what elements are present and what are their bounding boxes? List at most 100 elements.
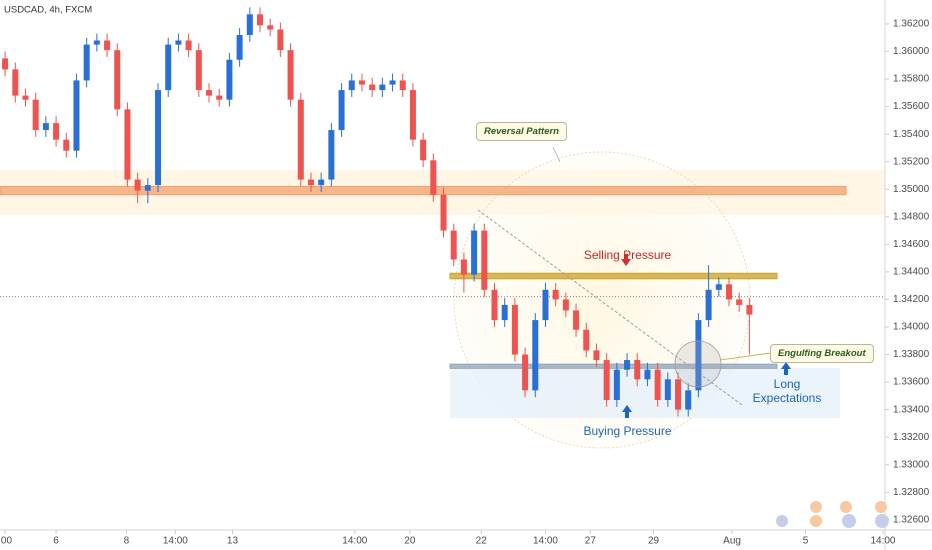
candle-body [501, 304, 508, 321]
candle-body [338, 90, 345, 131]
candle-body [155, 90, 162, 186]
candle-body [705, 289, 712, 321]
candle-body [267, 25, 274, 30]
event-icon [776, 515, 788, 527]
candle-body [573, 310, 580, 330]
candle-body [685, 390, 692, 410]
candle-body [216, 95, 223, 100]
candle-body [358, 80, 365, 85]
breakout-pointer [719, 351, 779, 361]
y-tick-label: 1.36200 [893, 19, 930, 30]
candle-body [399, 80, 406, 91]
annotation-text: Buying Pressure [583, 424, 672, 438]
candle-body [63, 139, 70, 151]
level-zone [449, 272, 778, 280]
x-tick-label: 8 [124, 536, 130, 547]
candle-body [481, 230, 488, 290]
candle-body [134, 179, 141, 191]
candle-body [726, 284, 733, 300]
breakout-circle [674, 340, 722, 388]
annotation-text: Selling Pressure [583, 248, 672, 262]
y-tick-label: 1.32600 [893, 514, 930, 525]
candle-body [664, 379, 671, 400]
candle-body [246, 14, 253, 35]
candle-body [328, 130, 335, 180]
candle-body [593, 350, 600, 361]
candle-body [675, 379, 682, 410]
event-icons [776, 501, 889, 528]
candle-body [369, 84, 376, 91]
level-zone [449, 363, 778, 369]
y-tick-label: 1.34800 [893, 211, 930, 222]
x-tick-label: 14:00 [870, 536, 895, 547]
long-arrow [781, 362, 791, 375]
y-tick-label: 1.34200 [893, 294, 930, 305]
annotation-box: Engulfing Breakout [770, 344, 874, 363]
y-tick-label: 1.36000 [893, 46, 930, 57]
candle-body [236, 34, 243, 60]
x-tick-label: 20 [404, 536, 416, 547]
candle-body [297, 99, 304, 180]
annotation-box: Reversal Pattern [476, 122, 567, 141]
candle-body [318, 179, 325, 186]
candle-body [695, 320, 702, 391]
candle-body [430, 160, 437, 195]
x-tick-label: 29 [648, 536, 660, 547]
x-tick-label: :00 [0, 536, 12, 547]
level-zone [0, 185, 847, 196]
x-tick-label: 14:00 [163, 536, 188, 547]
x-tick-label: 6 [53, 536, 59, 547]
candle-body [348, 80, 355, 91]
candle-body [420, 139, 427, 161]
candle-body [124, 109, 131, 180]
candle-body [471, 230, 478, 275]
candle-body [450, 230, 457, 260]
candle-body [53, 123, 60, 140]
x-tick-label: 13 [227, 536, 239, 547]
candle-body [522, 354, 529, 391]
y-tick-label: 1.33800 [893, 349, 930, 360]
candle-body [552, 289, 559, 300]
candle-body [175, 40, 182, 45]
candle-body [460, 259, 467, 275]
x-tick-label: 5 [803, 536, 809, 547]
candle-body [644, 369, 651, 380]
annotation-text: Long Expectations [752, 377, 822, 405]
candle-body [379, 84, 386, 91]
y-tick-label: 1.35600 [893, 101, 930, 112]
candle-body [603, 360, 610, 400]
event-icon [810, 515, 822, 527]
candle-body [307, 179, 314, 186]
candle-body [736, 299, 743, 305]
candle-body [2, 58, 9, 70]
candle-body [83, 44, 90, 81]
x-tick-label: Aug [723, 536, 741, 547]
candle-body [287, 50, 294, 100]
candle-body [256, 14, 263, 26]
candle-body [144, 185, 151, 191]
x-tick-label: 22 [476, 536, 488, 547]
candle-body [195, 50, 202, 91]
candle-body [583, 329, 590, 351]
candle-body [746, 304, 753, 315]
sell-arrow [621, 254, 631, 266]
pattern-pointer [552, 146, 561, 163]
chart-title: USDCAD, 4h, FXCM [4, 5, 92, 16]
candle-body [104, 40, 111, 51]
candle-body [634, 360, 641, 380]
x-tick-label: 14:00 [342, 536, 367, 547]
candle-body [42, 123, 49, 131]
y-tick-label: 1.35400 [893, 129, 930, 140]
candle-body [562, 299, 569, 311]
candle-body [511, 304, 518, 355]
candle-body [185, 40, 192, 51]
candle-body [715, 284, 722, 290]
event-icon [810, 501, 822, 513]
y-tick-label: 1.33000 [893, 459, 930, 470]
candle-body [542, 289, 549, 321]
candle-body [491, 289, 498, 321]
event-icon [875, 514, 889, 528]
candle-body [409, 90, 416, 140]
